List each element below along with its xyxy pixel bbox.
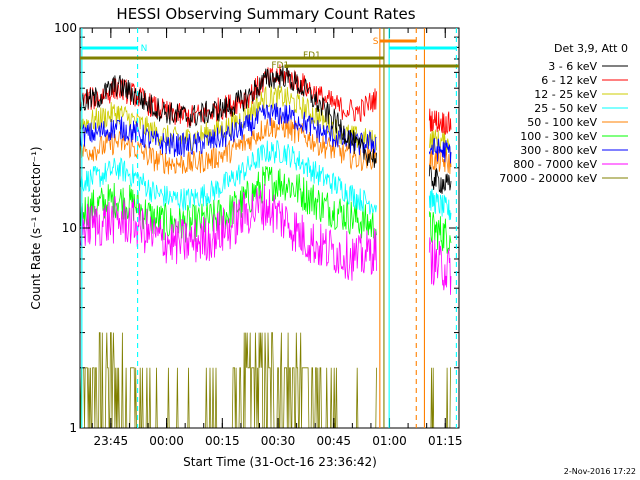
annotation-fd1-label-2: FD1 [271,61,289,71]
legend-label: 12 - 25 keV [534,88,597,101]
series-line-25-50keV [428,188,452,221]
series-line-50-100keV [428,149,452,175]
plot-area [80,64,452,428]
x-axis-label: Start Time (31-Oct-16 23:36:42) [183,455,377,469]
series-line-7000-20000keV [80,332,377,428]
x-tick-label: 00:00 [149,434,184,448]
x-tick-label: 23:45 [94,434,129,448]
series-line-100-300keV [80,166,377,245]
x-axis: 23:45 00:00 00:15 00:30 00:45 01:00 01:15 [91,28,463,448]
annotation-fd1-label: FD1 [303,51,321,61]
x-tick-label: 00:15 [205,434,240,448]
footer-timestamp: 2-Nov-2016 17:22 [564,467,636,476]
annotations: N S FD1 FD1 [80,28,459,428]
series-line-12-25keV [80,85,377,153]
y-tick-label: 10 [62,221,77,235]
x-tick-label: 01:15 [428,434,463,448]
series-line-300-800keV [428,137,452,164]
series-group [80,64,452,428]
series-line-800-7000keV [80,183,377,281]
legend-label: 6 - 12 keV [541,74,597,87]
series-line-3-6keV [428,165,452,194]
legend-label: 300 - 800 keV [520,144,597,157]
series-line-800-7000keV [428,237,452,295]
series-line-3-6keV [80,64,377,168]
x-tick-label: 00:45 [316,434,351,448]
x-tick-label: 00:30 [261,434,296,448]
series-line-100-300keV [428,211,452,254]
legend-title: Det 3,9, Att 0 [554,42,628,55]
legend-label: 50 - 100 keV [527,116,597,129]
series-line-25-50keV [80,140,377,215]
chart-title: HESSI Observing Summary Count Rates [116,5,415,23]
series-line-6-12keV [428,108,452,135]
annotation-s-label: S [373,37,379,47]
legend-label: 3 - 6 keV [548,60,597,73]
x-tick-label: 01:00 [372,434,407,448]
legend-label: 800 - 7000 keV [513,158,597,171]
y-tick-label: 100 [54,21,77,35]
y-tick-label: 1 [69,421,77,435]
annotation-n-label: N [141,44,148,54]
series-line-300-800keV [80,102,377,158]
legend-label: 25 - 50 keV [534,102,597,115]
series-line-7000-20000keV [429,367,451,428]
series-line-50-100keV [80,115,377,175]
legend-label: 7000 - 20000 keV [499,172,597,185]
legend-label: 100 - 300 keV [520,130,597,143]
y-axis-label: Count Rate (s⁻¹ detector⁻¹) [29,146,43,309]
